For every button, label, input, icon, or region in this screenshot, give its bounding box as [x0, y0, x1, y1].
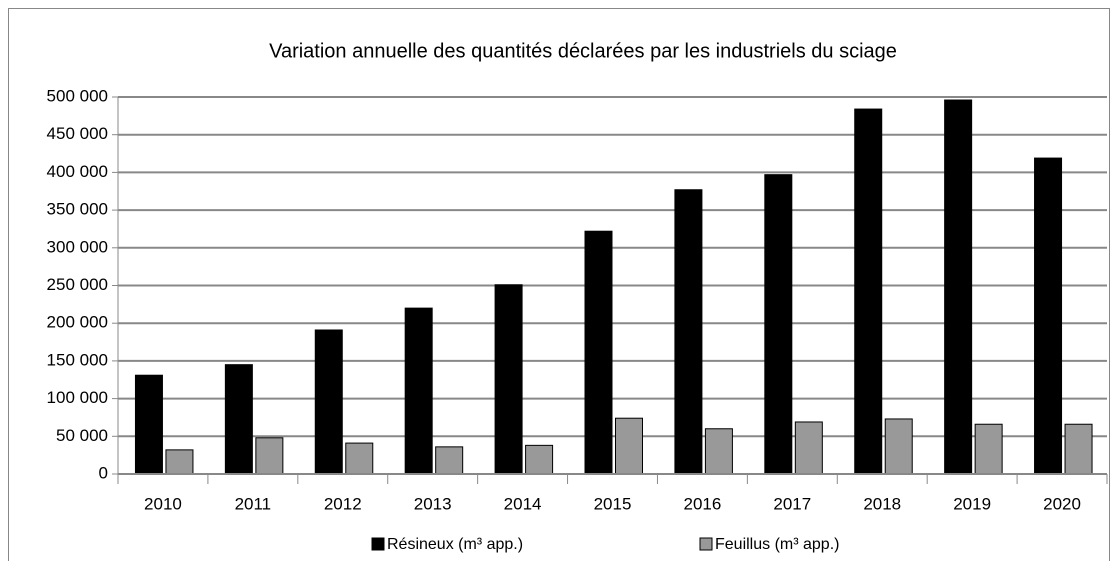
bar	[974, 423, 1003, 475]
bar	[884, 418, 913, 475]
y-tick-label: 500 000	[47, 86, 108, 105]
x-tick-label: 2010	[144, 494, 182, 513]
x-tick-label: 2015	[594, 494, 632, 513]
y-tick-label: 0	[99, 463, 108, 482]
bar	[1034, 157, 1063, 475]
y-tick-label: 450 000	[47, 124, 108, 143]
legend-label: Feuillus (m³ app.)	[715, 536, 839, 553]
x-tick-label: 2017	[773, 494, 811, 513]
x-tick-label: 2014	[504, 494, 542, 513]
bar	[764, 174, 793, 475]
y-tick-label: 100 000	[47, 388, 108, 407]
bar	[314, 329, 343, 475]
bar	[525, 444, 554, 475]
y-tick-label: 200 000	[47, 313, 108, 332]
y-tick-label: 350 000	[47, 200, 108, 219]
bar	[854, 108, 883, 475]
legend-swatch	[371, 537, 385, 551]
x-tick-label: 2018	[863, 494, 901, 513]
bar	[224, 364, 253, 475]
x-tick-label: 2019	[953, 494, 991, 513]
x-tick-label: 2012	[324, 494, 362, 513]
y-tick-label: 250 000	[47, 275, 108, 294]
x-tick-label: 2011	[235, 494, 272, 513]
x-tick-label: 2020	[1043, 494, 1081, 513]
bar	[134, 374, 163, 475]
bar	[165, 449, 194, 475]
y-tick-label: 300 000	[47, 237, 108, 256]
bar	[584, 230, 613, 475]
x-tick-label: 2013	[414, 494, 452, 513]
bar	[944, 99, 973, 475]
legend-label: Résineux (m³ app.)	[387, 536, 523, 553]
bar	[615, 417, 643, 475]
bar	[494, 284, 523, 475]
bar	[704, 428, 733, 475]
bar	[345, 442, 374, 475]
y-tick-label: 400 000	[47, 162, 108, 181]
chart-title: Variation annuelle des quantités déclaré…	[269, 40, 897, 62]
y-tick-label: 150 000	[47, 350, 108, 369]
bar	[255, 437, 284, 475]
bar	[674, 189, 703, 475]
bar	[794, 421, 823, 475]
bar	[435, 446, 464, 475]
bar	[1064, 423, 1093, 475]
x-tick-label: 2016	[683, 494, 721, 513]
legend-swatch	[699, 537, 713, 551]
bar	[404, 307, 433, 475]
y-tick-label: 50 000	[56, 426, 108, 445]
